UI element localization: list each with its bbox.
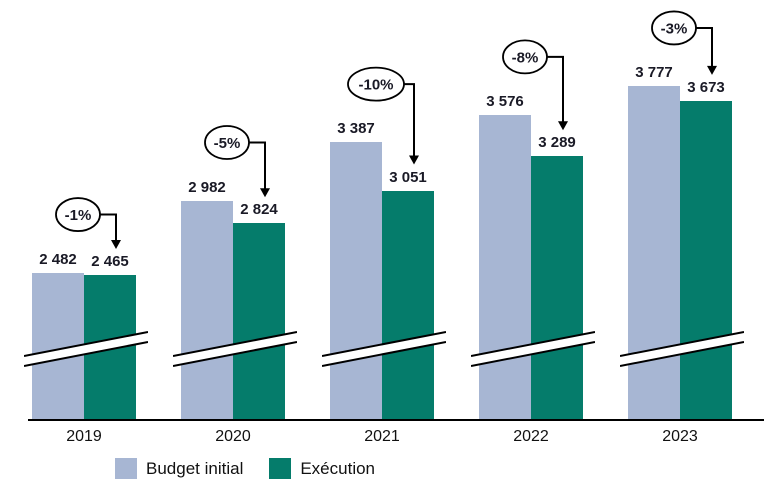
x-tick-label-2019: 2019	[66, 428, 102, 445]
value-label-budget-initial-2022: 3 576	[486, 92, 524, 110]
value-label-execution-2020: 2 824	[240, 201, 278, 219]
value-label-budget-initial-2020: 2 982	[188, 178, 226, 196]
legend-label-execution: Exécution	[300, 458, 376, 478]
legend-swatch-execution	[269, 458, 292, 479]
value-label-budget-initial-2019: 2 482	[39, 250, 77, 268]
bar-budget-initial-2023	[628, 85, 680, 420]
bar-budget-initial-2019	[32, 272, 84, 420]
value-label-execution-2019: 2 465	[91, 253, 129, 270]
svg-text:-10%: -10%	[358, 77, 393, 94]
x-tick-label-2020: 2020	[215, 428, 251, 445]
legend-swatch-budget-initial	[115, 458, 137, 479]
bar-budget-initial-2021	[330, 142, 382, 420]
value-label-execution-2021: 3 051	[389, 168, 427, 186]
x-tick-label-2021: 2021	[364, 428, 400, 445]
x-tick-label-2023: 2023	[662, 428, 698, 445]
value-label-execution-2023: 3 673	[687, 78, 725, 96]
bar-budget-initial-2020	[181, 200, 233, 420]
bar-execution-2020	[233, 223, 285, 420]
x-tick-label-2022: 2022	[513, 428, 549, 445]
bar-execution-2019	[84, 275, 136, 420]
svg-text:-1%: -1%	[65, 207, 92, 224]
legend-label-budget-initial: Budget initial	[146, 458, 244, 478]
value-label-budget-initial-2023: 3 777	[635, 63, 673, 81]
svg-text:-3%: -3%	[661, 20, 688, 37]
bar-budget-initial-2022	[479, 114, 531, 420]
value-label-execution-2022: 3 289	[538, 134, 576, 152]
legend-item-budget-initial: Budget initial	[115, 458, 243, 479]
svg-text:-5%: -5%	[214, 135, 241, 152]
legend: Budget initial Exécution	[115, 458, 401, 479]
svg-text:-8%: -8%	[512, 49, 539, 66]
bar-execution-2022	[531, 156, 583, 420]
x-axis-line	[28, 419, 764, 421]
legend-item-execution: Exécution	[269, 458, 375, 479]
value-label-budget-initial-2021: 3 387	[337, 120, 375, 138]
delta-annotation-2019: -1%	[55, 197, 121, 249]
bar-execution-2021	[382, 190, 434, 420]
bar-execution-2023	[680, 100, 732, 420]
